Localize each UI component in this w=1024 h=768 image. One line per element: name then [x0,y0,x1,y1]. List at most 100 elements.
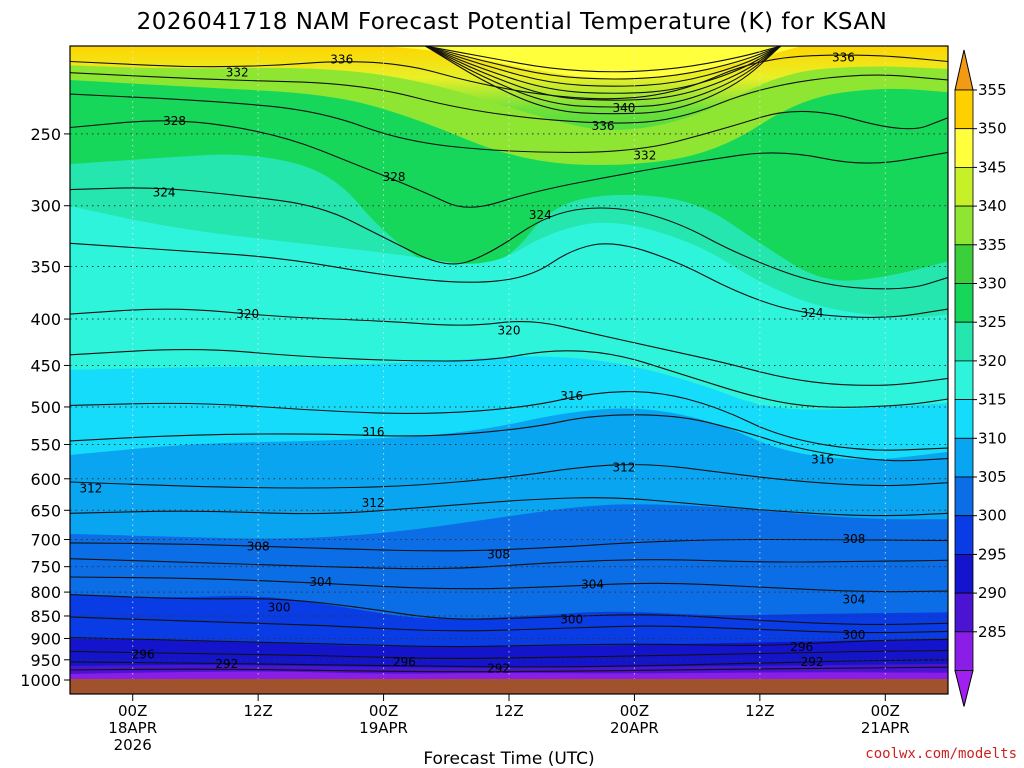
y-tick-label: 950 [30,651,61,670]
contour-label: 316 [362,425,385,439]
contour-label: 336 [832,51,855,65]
x-tick-label: 18APR [108,719,157,737]
y-tick-label: 450 [30,356,61,375]
contour-label-text: 308 [842,532,865,546]
colorbar-swatch [954,476,974,517]
x-tick-label: 00Z [871,702,900,720]
contour-line [425,46,781,73]
contour-label-text: 292 [801,655,824,669]
colorbar-swatch [954,515,974,555]
colorbar-swatch [954,399,974,439]
contour-label: 312 [362,496,385,510]
contour-label-text: 304 [309,575,332,589]
x-tick-label: 00Z [369,702,398,720]
contour-label: 296 [790,640,813,654]
contour-line [70,242,948,318]
colorbar-label: 305 [978,468,1007,486]
colorbar-swatch [954,166,974,207]
contour-label: 292 [487,661,510,675]
ground-strip [70,679,948,694]
y-tick-label: 850 [30,607,61,626]
fill-layer-warm-core [383,46,802,79]
contour-label: 324 [153,185,176,199]
y-tick-label: 700 [30,530,61,549]
contour-label-text: 300 [560,613,583,627]
colorbar-swatch [954,244,974,284]
colorbar-over-arrow [954,49,974,91]
x-tick-label: 00Z [118,702,147,720]
contour-line [425,46,782,87]
grid-lines [70,46,948,680]
contour-label: 312 [79,481,102,495]
contour-line [425,46,782,94]
y-tick-label: 900 [30,629,61,648]
colorbar-swatch [954,321,974,362]
contour-line [425,46,781,80]
contour-label: 308 [842,532,865,546]
contour-label-text: 296 [393,655,416,669]
contour-label-text: 324 [801,306,824,320]
colorbar-label: 345 [978,158,1007,176]
contour-label: 328 [383,170,406,184]
contour-lines [70,46,948,673]
color-fill-layers [70,46,948,680]
y-tick-label: 250 [30,125,61,144]
colorbar-under-arrow [954,670,974,707]
contour-line [70,558,948,570]
x-tick-label: 19APR [359,719,408,737]
contour-label: 332 [226,66,249,80]
y-tick-label: 750 [30,558,61,577]
contour-label-text: 292 [215,657,238,671]
colorbar-label: 340 [978,197,1007,215]
contour-label: 316 [560,389,583,403]
contour-line [70,93,948,153]
colorbar-label: 330 [978,275,1007,293]
contour-label: 336 [330,53,353,67]
contour-line [70,349,948,408]
colorbar-label: 320 [978,352,1007,370]
colorbar-label: 350 [978,120,1007,138]
chart-title: 2026041718 NAM Forecast Potential Temper… [137,9,888,35]
y-tick-label: 800 [30,583,61,602]
contour-line [70,54,948,100]
colorbar-swatch [954,360,974,400]
contour-label-text: 304 [581,578,604,592]
y-tick-label: 550 [30,435,61,454]
contour-label: 304 [581,578,604,592]
x-tick-label: 00Z [620,702,649,720]
colorbar-label: 315 [978,391,1007,409]
contour-label-text: 324 [529,208,552,222]
contour-label-text: 316 [362,425,385,439]
contour-label-text: 308 [487,547,510,561]
contour-line [70,72,948,124]
y-tick-label: 400 [30,310,61,329]
colorbar-label: 290 [978,584,1007,602]
x-axis-label: Forecast Time (UTC) [423,749,594,768]
contour-label-text: 312 [362,496,385,510]
contour-label: 312 [613,460,636,474]
colorbar-swatch [954,592,974,633]
contour-label: 324 [801,306,824,320]
colorbar-label: 295 [978,545,1007,563]
contour-label-text: 312 [613,460,636,474]
contour-label: 296 [393,655,416,669]
contour-label: 300 [268,601,291,615]
contour-label-text: 340 [613,101,636,115]
contour-line [425,46,782,115]
contour-line [70,576,948,593]
colorbar-label: 355 [978,81,1007,99]
contour-line [70,464,948,489]
contour-label-text: 300 [842,628,865,642]
colorbar-label: 335 [978,236,1007,254]
x-tick-label: 12Z [745,702,774,720]
contour-label-text: 336 [832,51,855,65]
colorbar-swatch [954,128,974,168]
contour-label-text: 320 [236,307,259,321]
contour-label: 336 [592,119,615,133]
contour-label-text: 308 [247,540,270,554]
contour-line [70,594,948,626]
contour-line [70,391,948,451]
contour-label-text: 332 [633,148,656,162]
contour-line [70,650,948,659]
